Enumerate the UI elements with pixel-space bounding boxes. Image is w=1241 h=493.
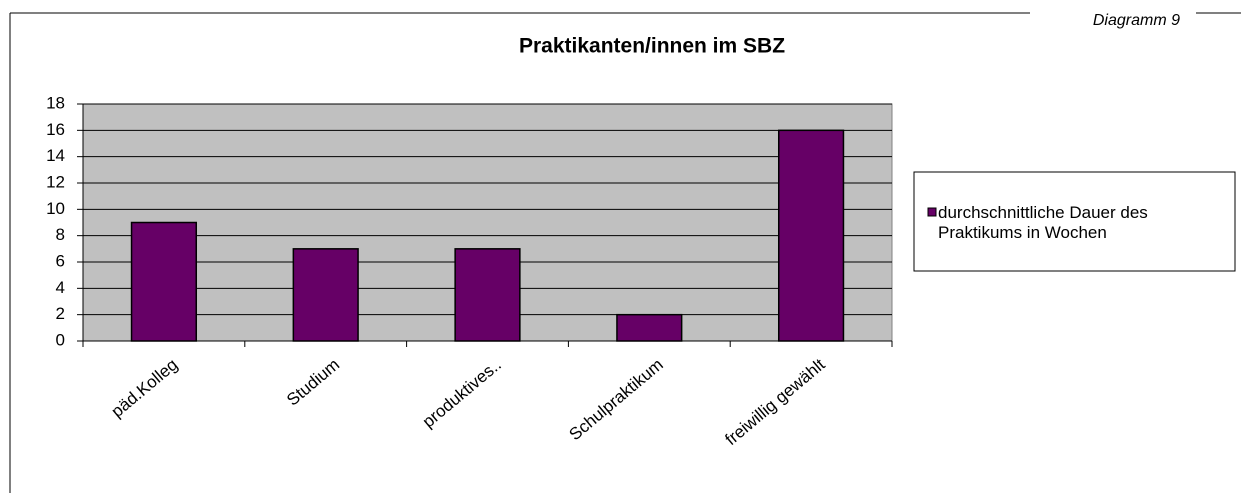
chart-title: Praktikanten/innen im SBZ [519,35,785,58]
bar [777,129,845,342]
legend-swatch [927,207,937,217]
annotation: Diagramm 9 [1093,12,1180,29]
x-tick-label: Schulpraktikum [566,355,667,444]
bar [292,248,359,342]
y-tick-label: 6 [56,251,65,270]
x-tick-label: päd.Kolleg [108,355,182,421]
legend-label: durchschnittliche Dauer des Praktikums i… [938,203,1148,242]
x-tick-label: freiwillig gewählt [722,355,829,449]
y-tick-label: 0 [56,330,65,349]
y-tick-label: 18 [46,93,65,112]
y-tick-label: 8 [56,225,65,244]
y-tick-label: 14 [46,146,65,165]
y-tick-label: 16 [46,120,65,139]
y-tick-label: 4 [56,278,65,297]
x-tick-label: produktives.. [419,355,505,432]
x-tick-label: Studium [283,355,343,410]
y-tick-label: 2 [56,304,65,323]
y-tick-label: 12 [46,172,65,191]
bar [616,313,683,342]
bar [454,248,521,342]
bar [130,221,198,342]
y-tick-label: 10 [46,199,65,218]
legend-box [913,171,1236,272]
